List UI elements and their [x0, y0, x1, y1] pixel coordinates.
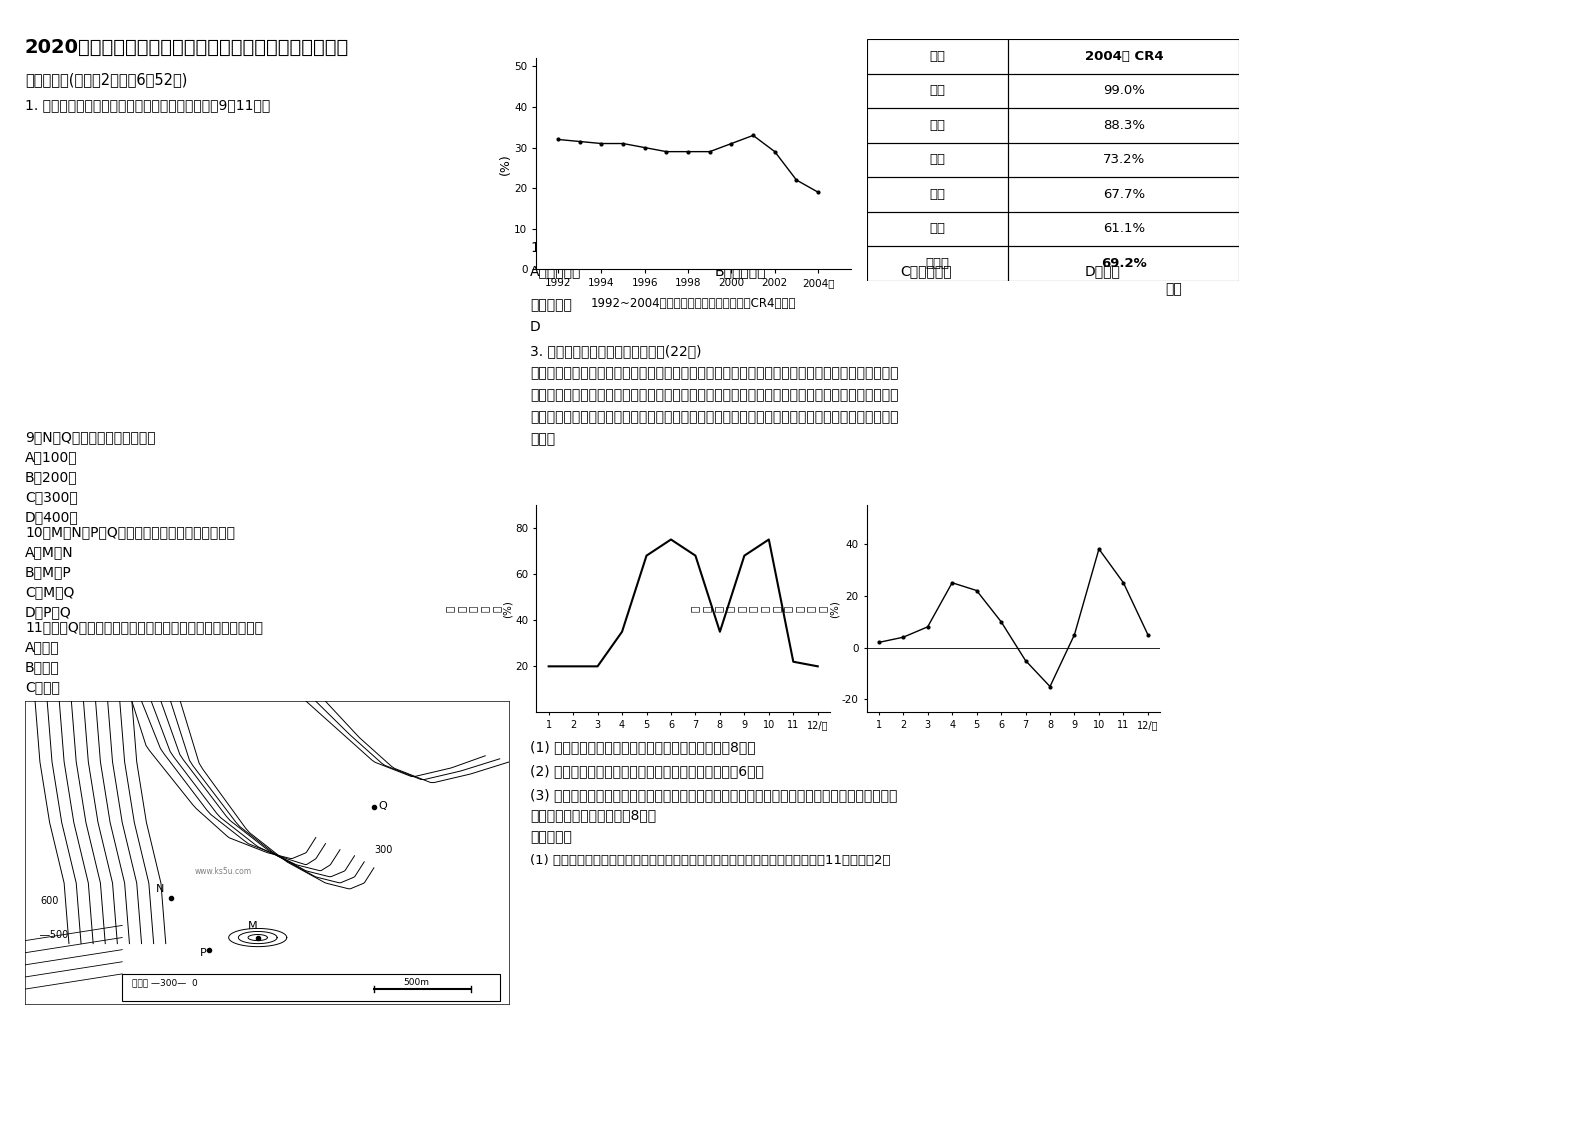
Text: D: D	[530, 320, 541, 334]
Text: 11．若在Q地建一小型度假村，应特别注意防治的自然灾害是: 11．若在Q地建一小型度假村，应特别注意防治的自然灾害是	[25, 620, 263, 634]
FancyBboxPatch shape	[122, 974, 500, 1001]
Text: 化率。: 化率。	[530, 432, 555, 447]
Text: 2020年湖南省益阳市羊角乡中学高三地理联考试题含解析: 2020年湖南省益阳市羊角乡中学高三地理联考试题含解析	[25, 38, 349, 57]
Text: 一、选择题(每小题2分，兲6划52分): 一、选择题(每小题2分，兲6划52分)	[25, 72, 187, 88]
Text: C A C: C A C	[25, 742, 63, 756]
Bar	[867, 74, 1008, 108]
Text: 9．N、Q两点的相对高度可能为: 9．N、Q两点的相对高度可能为	[25, 430, 156, 444]
Text: 越好。植被覆盖度受区域气温、降水和人类活动等因素影响很大。左图是陕西省某农业耕作区在农业: 越好。植被覆盖度受区域气温、降水和人类活动等因素影响很大。左图是陕西省某农业耕作…	[530, 388, 898, 402]
Text: 耕作影响下植被覆盖度年内变化，右图是陕西省黄土高原地区某地近年来天然植被覆盖度年内平均变: 耕作影响下植被覆盖度年内变化，右图是陕西省黄土高原地区某地近年来天然植被覆盖度年…	[530, 410, 898, 424]
Bar	[1008, 212, 1239, 246]
Text: C．300米: C．300米	[25, 490, 78, 504]
Y-axis label: (%): (%)	[498, 153, 511, 175]
Bar	[1008, 74, 1239, 108]
Text: 2004年 CR4: 2004年 CR4	[1084, 50, 1163, 63]
Text: 600: 600	[40, 896, 59, 907]
Bar	[867, 39, 1008, 74]
Text: 现上述变化的自然原因。（8分）: 现上述变化的自然原因。（8分）	[530, 808, 655, 822]
Text: 61.1%: 61.1%	[1103, 222, 1144, 236]
Text: 国家: 国家	[930, 50, 946, 63]
Text: 88.3%: 88.3%	[1103, 119, 1144, 132]
Bar	[1008, 39, 1239, 74]
Text: www.ks5u.com: www.ks5u.com	[195, 867, 252, 876]
Bar	[1008, 246, 1239, 280]
Text: D．P、Q: D．P、Q	[25, 605, 71, 619]
Text: 1992｀2004年我国钓鐵产业生产集中度变化趋势是: 1992｀2004年我国钓鐵产业生产集中度变化趋势是	[530, 240, 751, 254]
Text: D．寒冻: D．寒冻	[25, 700, 60, 714]
Text: (1) 该地区为一年两熟种植区，年内植被覆盖度变化与农作物生长周期基本一致；11月～次年2月: (1) 该地区为一年两熟种植区，年内植被覆盖度变化与农作物生长周期基本一致；11…	[530, 854, 890, 867]
Text: B．洪涝: B．洪涝	[25, 660, 60, 674]
Text: D．400米: D．400米	[25, 511, 79, 524]
Text: 植被覆盖度是指植被在地面的垂直投影面积占统计区总面积的百分比，数値越大，表示植被覆盖状况: 植被覆盖度是指植被在地面的垂直投影面积占统计区总面积的百分比，数値越大，表示植被…	[530, 366, 898, 380]
Text: A．风沙: A．风沙	[25, 640, 60, 654]
Text: 参考答案：: 参考答案：	[25, 720, 67, 734]
Text: 10．M、N、P、Q四地中，海拔可能相等的两地是: 10．M、N、P、Q四地中，海拔可能相等的两地是	[25, 525, 235, 539]
Text: C．先降后升: C．先降后升	[900, 264, 952, 278]
X-axis label: 1992~2004年我国钓鐵产业生产集中度（CR4）变化: 1992~2004年我国钓鐵产业生产集中度（CR4）变化	[590, 296, 797, 310]
Bar	[1008, 142, 1239, 177]
Bar	[867, 212, 1008, 246]
Text: C．滑坡: C．滑坡	[25, 680, 60, 695]
Text: 500m: 500m	[403, 978, 428, 987]
Text: 1. 下图所示区域属于湿润的亚热带季风气候。回哉9～11题。: 1. 下图所示区域属于湿润的亚热带季风气候。回哉9～11题。	[25, 98, 270, 112]
Text: 印度: 印度	[930, 187, 946, 201]
Text: 俄罗斯: 俄罗斯	[925, 257, 949, 269]
Text: 韩国: 韩国	[930, 119, 946, 132]
Text: 73.2%: 73.2%	[1103, 154, 1144, 166]
Bar	[1008, 108, 1239, 142]
Y-axis label: 植
被
覆
盖
度
年
内
平
均
变
化
率
(%): 植 被 覆 盖 度 年 内 平 均 变 化 率 (%)	[690, 600, 840, 617]
Text: 美国: 美国	[930, 222, 946, 236]
Bar	[867, 246, 1008, 280]
Text: 2. 读我国钓鐵产业生产集中度(CR4)(刓4名最大公司产量占全行业产量的比率)变化示意图和: 2. 读我国钓鐵产业生产集中度(CR4)(刓4名最大公司产量占全行业产量的比率)…	[25, 770, 394, 784]
Text: (3) 近年来黄土高原地区气温升高较为明显。从气温变化的角度，分析上图所示区域植被覆盖度出: (3) 近年来黄土高原地区气温升高较为明显。从气温变化的角度，分析上图所示区域植…	[530, 788, 897, 802]
Text: 下降: 下降	[1165, 282, 1182, 296]
Text: 世界主要钓鐵生产国 2004年钓鐵产业生产集中度(CR4)情况表，完成: 世界主要钓鐵生产国 2004年钓鐵产业生产集中度(CR4)情况表，完成	[25, 790, 313, 804]
Text: 3. 阅读图文资料，完成下列要求。(22分): 3. 阅读图文资料，完成下列要求。(22分)	[530, 344, 701, 358]
Text: D．波动: D．波动	[1086, 264, 1120, 278]
Bar	[1008, 177, 1239, 212]
Text: 等高线 —300—  0: 等高线 —300— 0	[132, 978, 198, 987]
Y-axis label: 植
被
覆
盖
度
(%): 植 被 覆 盖 度 (%)	[444, 600, 513, 617]
Bar	[867, 177, 1008, 212]
Text: A．100米: A．100米	[25, 450, 78, 465]
Text: C．M、Q: C．M、Q	[25, 585, 75, 599]
Text: 99.0%: 99.0%	[1103, 84, 1144, 98]
Text: A．持续下降: A．持续下降	[530, 264, 581, 278]
Text: 300: 300	[375, 845, 392, 855]
Text: 参考答案：: 参考答案：	[530, 830, 571, 844]
Text: (2) 描述右图中植被覆盖度平均变化率的主要特征。（6分）: (2) 描述右图中植被覆盖度平均变化率的主要特征。（6分）	[530, 764, 763, 778]
Text: 67.7%: 67.7%	[1103, 187, 1144, 201]
Text: A．M、N: A．M、N	[25, 545, 73, 559]
Text: B．持续上升: B．持续上升	[716, 264, 767, 278]
Text: 巴西: 巴西	[930, 84, 946, 98]
Text: 69.2%: 69.2%	[1101, 257, 1147, 269]
Text: B．M、P: B．M、P	[25, 565, 71, 579]
Bar	[867, 108, 1008, 142]
Text: 日本: 日本	[930, 154, 946, 166]
Text: N: N	[156, 884, 165, 894]
Bar	[867, 142, 1008, 177]
Text: M: M	[248, 921, 257, 931]
Text: Q: Q	[379, 801, 387, 811]
Text: (1) 分析左图中植被覆盖度年内变化的主要原因。（8分）: (1) 分析左图中植被覆盖度年内变化的主要原因。（8分）	[530, 741, 755, 754]
Text: 参考答案：: 参考答案：	[530, 298, 571, 312]
Text: P: P	[200, 948, 206, 958]
Text: ―500: ―500	[40, 929, 68, 939]
Text: B．200米: B．200米	[25, 470, 78, 484]
